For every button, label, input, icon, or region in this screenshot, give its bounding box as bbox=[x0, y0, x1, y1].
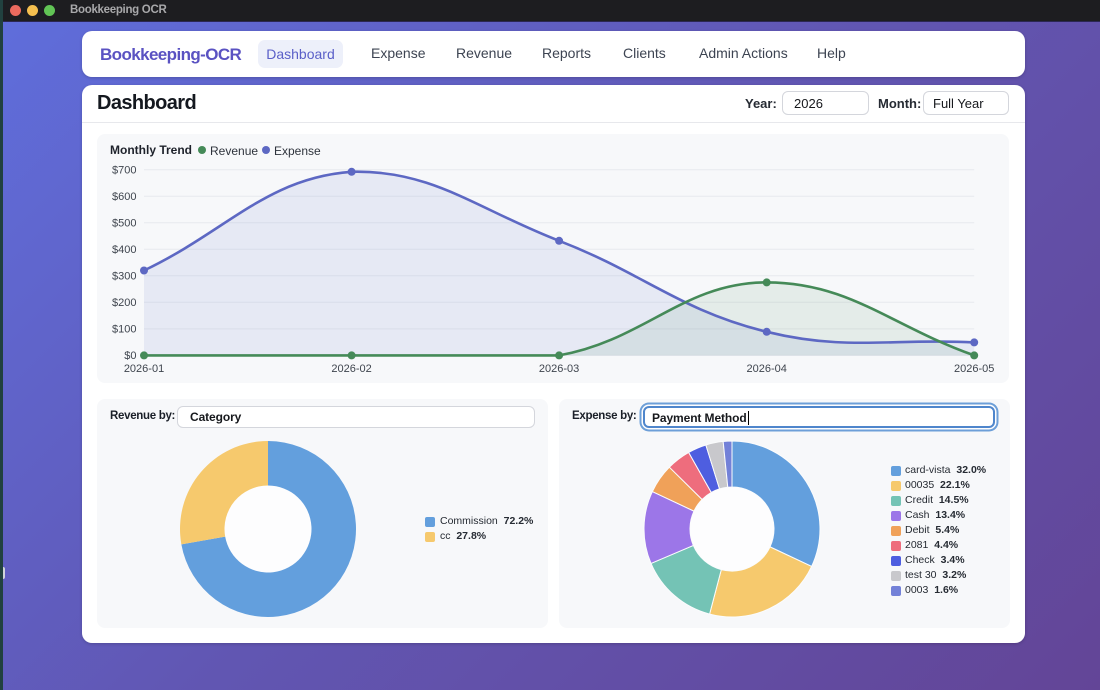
svg-text:2026-01: 2026-01 bbox=[124, 363, 164, 375]
svg-text:2026-03: 2026-03 bbox=[539, 363, 579, 375]
svg-text:$100: $100 bbox=[112, 324, 136, 336]
svg-text:$0: $0 bbox=[124, 350, 136, 362]
svg-text:2026-02: 2026-02 bbox=[331, 363, 371, 375]
svg-text:2026-04: 2026-04 bbox=[747, 363, 787, 375]
svg-text:$400: $400 bbox=[112, 244, 136, 256]
svg-text:$500: $500 bbox=[112, 218, 136, 230]
svg-text:$300: $300 bbox=[112, 271, 136, 283]
svg-text:$700: $700 bbox=[112, 165, 136, 177]
svg-text:2026-05: 2026-05 bbox=[954, 363, 994, 375]
svg-text:$600: $600 bbox=[112, 191, 136, 203]
svg-text:$200: $200 bbox=[112, 297, 136, 309]
